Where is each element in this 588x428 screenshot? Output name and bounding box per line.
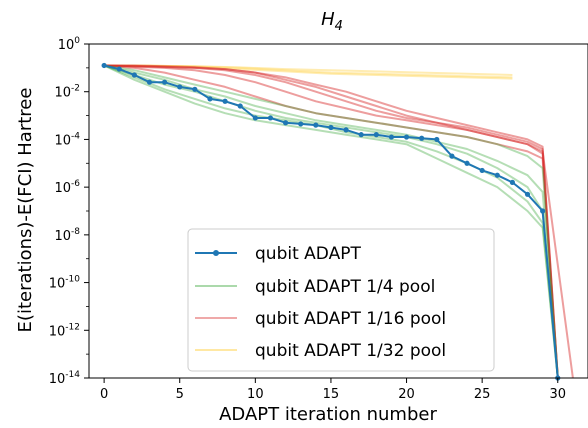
y-tick-label: 10-12	[49, 322, 80, 339]
data-point-qubit-adapt	[282, 120, 289, 126]
x-tick-label: 5	[176, 387, 184, 402]
data-point-qubit-adapt	[479, 167, 485, 174]
series-line-2-run-3	[104, 64, 574, 379]
data-point-qubit-adapt	[131, 72, 137, 78]
x-tick-label: 20	[398, 387, 415, 402]
data-point-qubit-adapt	[464, 160, 470, 166]
data-point-qubit-adapt	[494, 172, 500, 178]
data-point-qubit-adapt	[358, 132, 364, 138]
data-point-qubit-adapt	[524, 191, 531, 197]
data-point-qubit-adapt	[388, 134, 395, 140]
data-point-qubit-adapt	[434, 136, 440, 143]
data-point-qubit-adapt	[403, 134, 410, 140]
series-line-2-run-0	[104, 64, 559, 379]
y-axis-label: E(iterations)-E(FCI) Hartree	[15, 88, 36, 333]
x-tick-label: 30	[549, 387, 566, 402]
data-point-qubit-adapt	[146, 79, 153, 85]
series-line-1-run-3	[103, 64, 559, 379]
data-point-qubit-adapt	[373, 132, 379, 138]
data-point-qubit-adapt	[298, 121, 304, 127]
data-point-qubit-adapt	[540, 208, 546, 214]
data-point-qubit-adapt	[207, 96, 213, 102]
data-point-qubit-adapt	[419, 135, 425, 141]
x-tick-label: 15	[323, 387, 340, 402]
y-axis-ticks: 100 10-2 10-4 10-6 10-8 10-10 10-12 10-14	[49, 36, 89, 387]
y-tick-label: 100	[58, 36, 81, 53]
legend-marker-qubit-adapt	[213, 250, 219, 256]
series-line-2-run-4	[104, 64, 559, 379]
series-line-3-run-2	[104, 64, 513, 76]
y-tick-label: 10-10	[49, 275, 81, 292]
data-point-qubit-adapt	[449, 153, 455, 159]
data-point-qubit-adapt	[509, 179, 515, 185]
data-point-qubit-adapt	[237, 103, 243, 109]
x-tick-label: 10	[247, 387, 264, 402]
legend-label-qubit-adapt: qubit ADAPT	[255, 244, 361, 264]
chart-title: H4	[321, 9, 343, 34]
data-point-qubit-adapt	[328, 124, 334, 131]
data-point-qubit-adapt	[177, 84, 183, 90]
legend-label-sixteenth-pool: qubit ADAPT 1/16 pool	[255, 309, 446, 329]
y-tick-label: 10-14	[49, 370, 81, 387]
y-tick-label: 10-8	[54, 227, 80, 244]
legend-box	[187, 228, 495, 372]
data-point-qubit-adapt	[267, 115, 274, 121]
series-line-2-run-1	[104, 64, 559, 379]
data-point-qubit-adapt	[192, 86, 198, 92]
series-line-2-run-2	[104, 64, 559, 379]
series-layer	[101, 62, 574, 381]
series-line-1-run-4	[103, 64, 559, 379]
x-axis-label: ADAPT iteration number	[219, 404, 437, 425]
data-point-qubit-adapt	[313, 122, 319, 128]
y-tick-label: 10-6	[54, 179, 80, 196]
data-point-qubit-adapt	[116, 66, 122, 72]
data-point-qubit-adapt	[101, 62, 107, 69]
x-axis-ticks: 0 5 10 15 20 25 30	[100, 378, 566, 402]
legend-label-thirtysecond-pool: qubit ADAPT 1/32 pool	[255, 341, 446, 361]
x-tick-label: 25	[474, 387, 491, 402]
y-tick-label: 10-4	[54, 131, 80, 148]
series-line-1-run-2	[103, 64, 559, 379]
data-point-qubit-adapt	[343, 127, 349, 133]
data-point-qubit-adapt	[252, 115, 258, 121]
x-tick-label: 0	[100, 387, 108, 402]
legend-label-quarter-pool: qubit ADAPT 1/4 pool	[255, 277, 435, 297]
data-point-qubit-adapt	[162, 79, 168, 85]
data-point-qubit-adapt	[222, 98, 228, 104]
legend: qubit ADAPT qubit ADAPT 1/4 pool qubit A…	[187, 228, 495, 372]
y-tick-label: 10-2	[54, 84, 80, 101]
